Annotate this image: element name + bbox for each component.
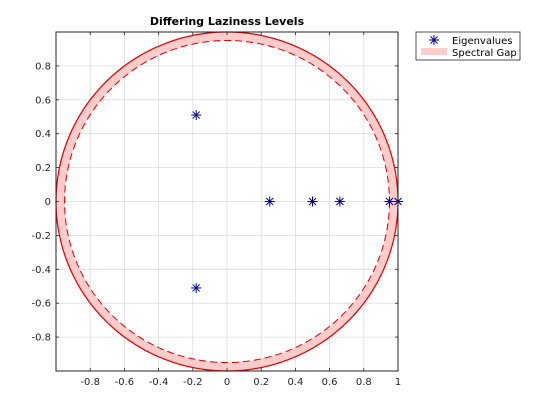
marker-stroke (430, 36, 438, 44)
legend-eigenvalues-label: Eigenvalues (452, 36, 512, 47)
legend-spectral-gap-swatch (421, 48, 447, 55)
y-tick-label: -0.6 (31, 299, 51, 310)
eigenvalue-point (264, 196, 275, 207)
legend-asterisk (429, 35, 439, 45)
marker-stroke (336, 197, 344, 206)
x-tick-label: 0.2 (253, 377, 269, 388)
marker-stroke (385, 197, 394, 206)
eigenvalue-point (191, 282, 202, 293)
y-tick-label: -0.4 (31, 265, 51, 276)
x-tick-label: -0.6 (115, 377, 135, 388)
x-tick-label: 0.8 (356, 377, 372, 388)
eigenvalue-point (384, 196, 395, 207)
y-tick-label: -0.8 (31, 333, 51, 344)
eigenvalue-point (191, 110, 202, 121)
y-tick-label: 0 (45, 197, 51, 208)
x-tick-label: -0.8 (80, 377, 100, 388)
eigenvalue-point (307, 196, 318, 207)
legend-box (415, 31, 521, 61)
y-tick-label: -0.2 (31, 231, 51, 242)
x-tick-label: 0.6 (322, 377, 338, 388)
y-tick-label: 0.6 (35, 95, 51, 106)
y-axis-ticks: 0.8 0.6 0.4 0.2 0 -0.2 -0.4 -0.6 -0.8 (31, 61, 398, 344)
marker-stroke (308, 197, 317, 206)
marker-stroke (192, 111, 201, 119)
x-axis-ticks: -0.8 -0.6 -0.4 -0.2 0 0.2 0.4 0.6 0.8 1 (80, 32, 401, 388)
legend-eigenvalues-marker (429, 35, 439, 45)
x-tick-label: 1 (395, 377, 401, 388)
marker-stroke (265, 197, 274, 206)
y-tick-label: 0.4 (35, 129, 51, 140)
marker-stroke (192, 284, 201, 292)
y-tick-label: 0.8 (35, 61, 51, 72)
plot-area: -0.8 -0.6 -0.4 -0.2 0 0.2 0.4 0.6 0.8 1 0.8 0.6 0.4… (31, 31, 403, 388)
x-tick-label: 0.4 (287, 377, 303, 388)
x-tick-label: 0 (224, 377, 230, 388)
x-tick-label: -0.2 (183, 377, 203, 388)
chart-title: Differing Laziness Levels (150, 15, 305, 28)
y-tick-label: 0.2 (35, 163, 51, 174)
eigenvalue-point (334, 196, 345, 207)
x-tick-label: -0.4 (149, 377, 169, 388)
legend: Eigenvalues Spectral Gap (415, 31, 521, 61)
legend-spectral-gap-label: Spectral Gap (452, 48, 517, 59)
